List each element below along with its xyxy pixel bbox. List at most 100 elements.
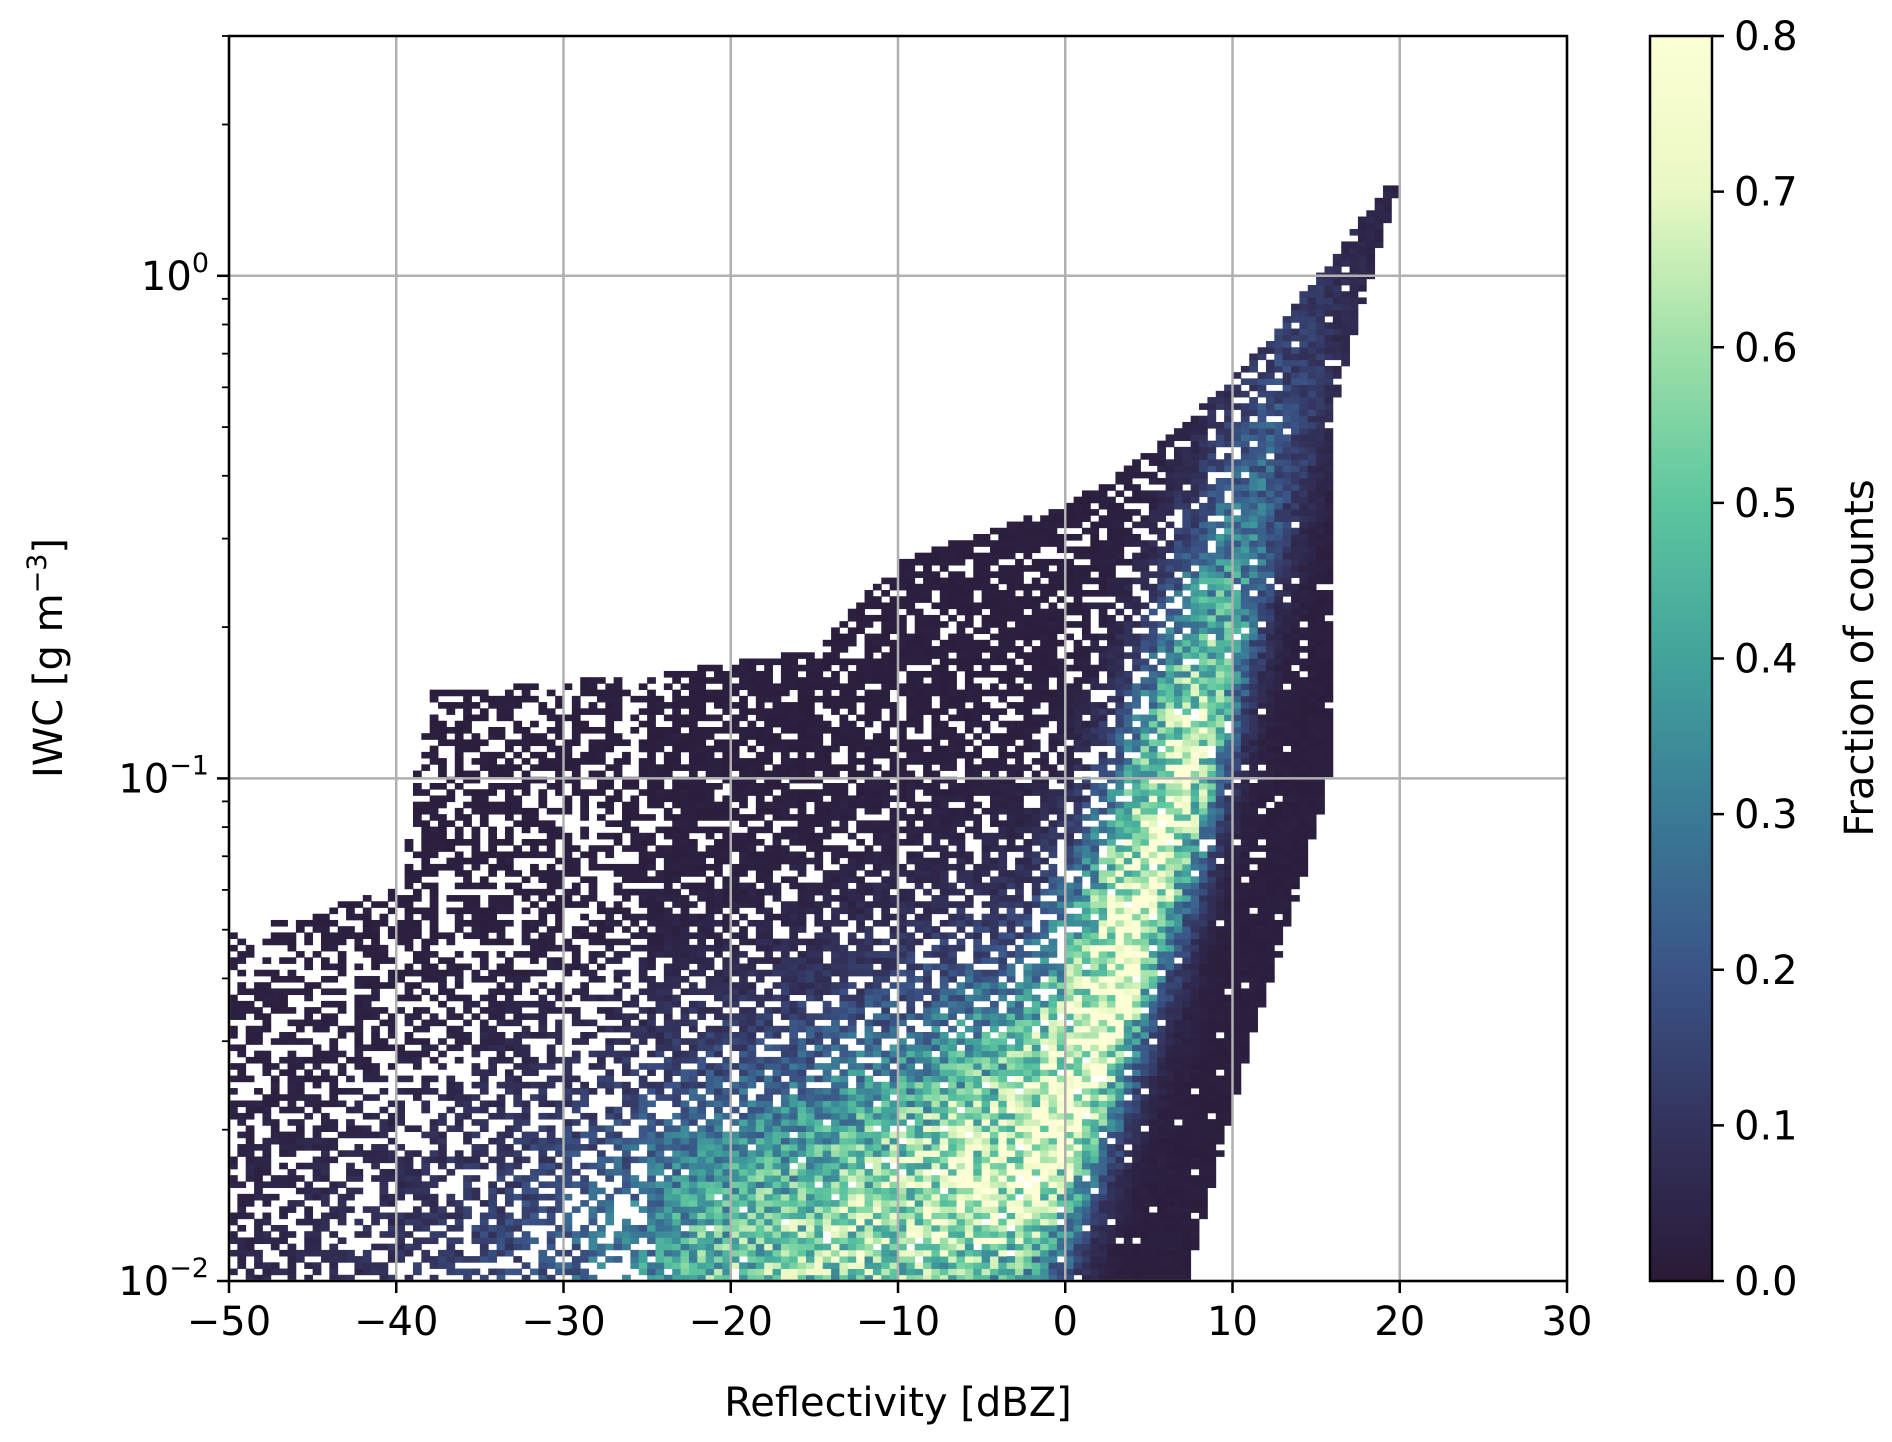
heatmap-cell — [412, 932, 422, 940]
heatmap-cell — [312, 1144, 322, 1151]
heatmap-cell — [546, 901, 556, 908]
heatmap-cell — [797, 1019, 807, 1027]
heatmap-cell — [463, 745, 472, 753]
heatmap-cell — [856, 919, 865, 927]
heatmap-cell — [471, 745, 481, 753]
heatmap-cell — [747, 1175, 757, 1182]
heatmap-cell — [705, 1243, 715, 1251]
heatmap-cell — [504, 1144, 514, 1151]
heatmap-cell — [755, 733, 765, 740]
heatmap-cell — [814, 1063, 824, 1070]
heatmap-cell — [596, 951, 606, 958]
heatmap-cell — [329, 1212, 339, 1220]
heatmap-cell — [555, 1106, 564, 1114]
heatmap-cell — [806, 1212, 815, 1220]
heatmap-cell — [362, 1256, 372, 1263]
heatmap-cell — [680, 1050, 690, 1058]
heatmap-cell — [688, 783, 698, 790]
heatmap-cell — [730, 1032, 740, 1039]
heatmap-cell — [513, 1256, 523, 1263]
heatmap-cell — [245, 1100, 255, 1108]
heatmap-cell — [839, 1274, 849, 1281]
heatmap-cell — [638, 1131, 648, 1139]
heatmap-cell — [872, 670, 882, 678]
heatmap-cell — [755, 708, 765, 715]
heatmap-cell — [797, 758, 807, 765]
heatmap-cell — [337, 1100, 347, 1108]
heatmap-cell — [387, 1256, 397, 1263]
heatmap-cell — [847, 1175, 857, 1182]
heatmap-cell — [739, 683, 748, 691]
heatmap-cell — [329, 932, 339, 940]
heatmap-cell — [438, 1231, 447, 1238]
heatmap-cell — [755, 1119, 765, 1126]
heatmap-cell — [588, 876, 598, 884]
heatmap-cell — [864, 988, 874, 996]
heatmap-cell — [839, 1200, 849, 1207]
heatmap-cell — [906, 646, 916, 653]
heatmap-cell — [488, 801, 497, 809]
heatmap-cell — [613, 1137, 623, 1145]
heatmap-cell — [312, 951, 322, 958]
heatmap-cell — [730, 839, 740, 846]
heatmap-cell — [655, 1249, 665, 1257]
heatmap-cell — [647, 1268, 656, 1276]
heatmap-cell — [605, 851, 615, 859]
heatmap-cell — [346, 1056, 355, 1064]
heatmap-cell — [446, 708, 456, 715]
heatmap-cell — [705, 726, 715, 734]
heatmap-cell — [688, 789, 698, 796]
heatmap-cell — [772, 1044, 782, 1052]
heatmap-cell — [270, 919, 280, 927]
heatmap-cell — [304, 963, 314, 971]
heatmap-cell — [839, 1094, 849, 1101]
heatmap-cell — [764, 1187, 773, 1195]
heatmap-cell — [655, 1274, 665, 1281]
heatmap-cell — [680, 1187, 690, 1195]
heatmap-cell — [680, 1013, 690, 1020]
heatmap-cell — [663, 888, 673, 896]
heatmap-cell — [329, 1119, 339, 1126]
heatmap-cell — [806, 895, 815, 902]
heatmap-cell — [396, 932, 406, 940]
heatmap-cell — [847, 758, 857, 765]
heatmap-cell — [555, 1144, 564, 1151]
heatmap-cell — [872, 639, 882, 647]
heatmap-cell — [387, 1218, 397, 1226]
heatmap-cell — [504, 832, 514, 840]
heatmap-cell — [354, 1088, 364, 1095]
heatmap-cell — [580, 1231, 589, 1238]
heatmap-cell — [429, 1256, 439, 1263]
heatmap-cell — [622, 1218, 631, 1226]
heatmap-cell — [722, 1175, 732, 1182]
heatmap-cell — [488, 895, 497, 902]
heatmap-cell — [387, 1044, 397, 1052]
heatmap-cell — [722, 1181, 732, 1189]
heatmap-cell — [856, 758, 865, 765]
heatmap-cell — [312, 1224, 322, 1232]
heatmap-cell — [254, 1050, 263, 1058]
heatmap-cell — [898, 683, 907, 691]
heatmap-cell — [655, 776, 665, 784]
heatmap-cell — [496, 702, 506, 709]
heatmap-cell — [647, 726, 656, 734]
heatmap-cell — [789, 938, 799, 946]
heatmap-cell — [354, 1144, 364, 1151]
heatmap-cell — [262, 957, 272, 964]
heatmap-cell — [538, 751, 548, 759]
heatmap-cell — [446, 845, 456, 852]
heatmap-cell — [295, 1088, 305, 1095]
heatmap-cell — [755, 1100, 765, 1108]
heatmap-cell — [914, 814, 924, 821]
heatmap-cell — [488, 789, 497, 796]
heatmap-cell — [772, 832, 782, 840]
heatmap-cell — [772, 1237, 782, 1245]
heatmap-cell — [588, 975, 598, 983]
heatmap-cell — [588, 1249, 598, 1257]
heatmap-cell — [789, 1112, 799, 1120]
heatmap-cell — [780, 1175, 790, 1182]
heatmap-cell — [412, 907, 422, 915]
heatmap-cell — [914, 783, 924, 790]
heatmap-cell — [521, 1000, 531, 1008]
heatmap-cell — [254, 1007, 263, 1014]
